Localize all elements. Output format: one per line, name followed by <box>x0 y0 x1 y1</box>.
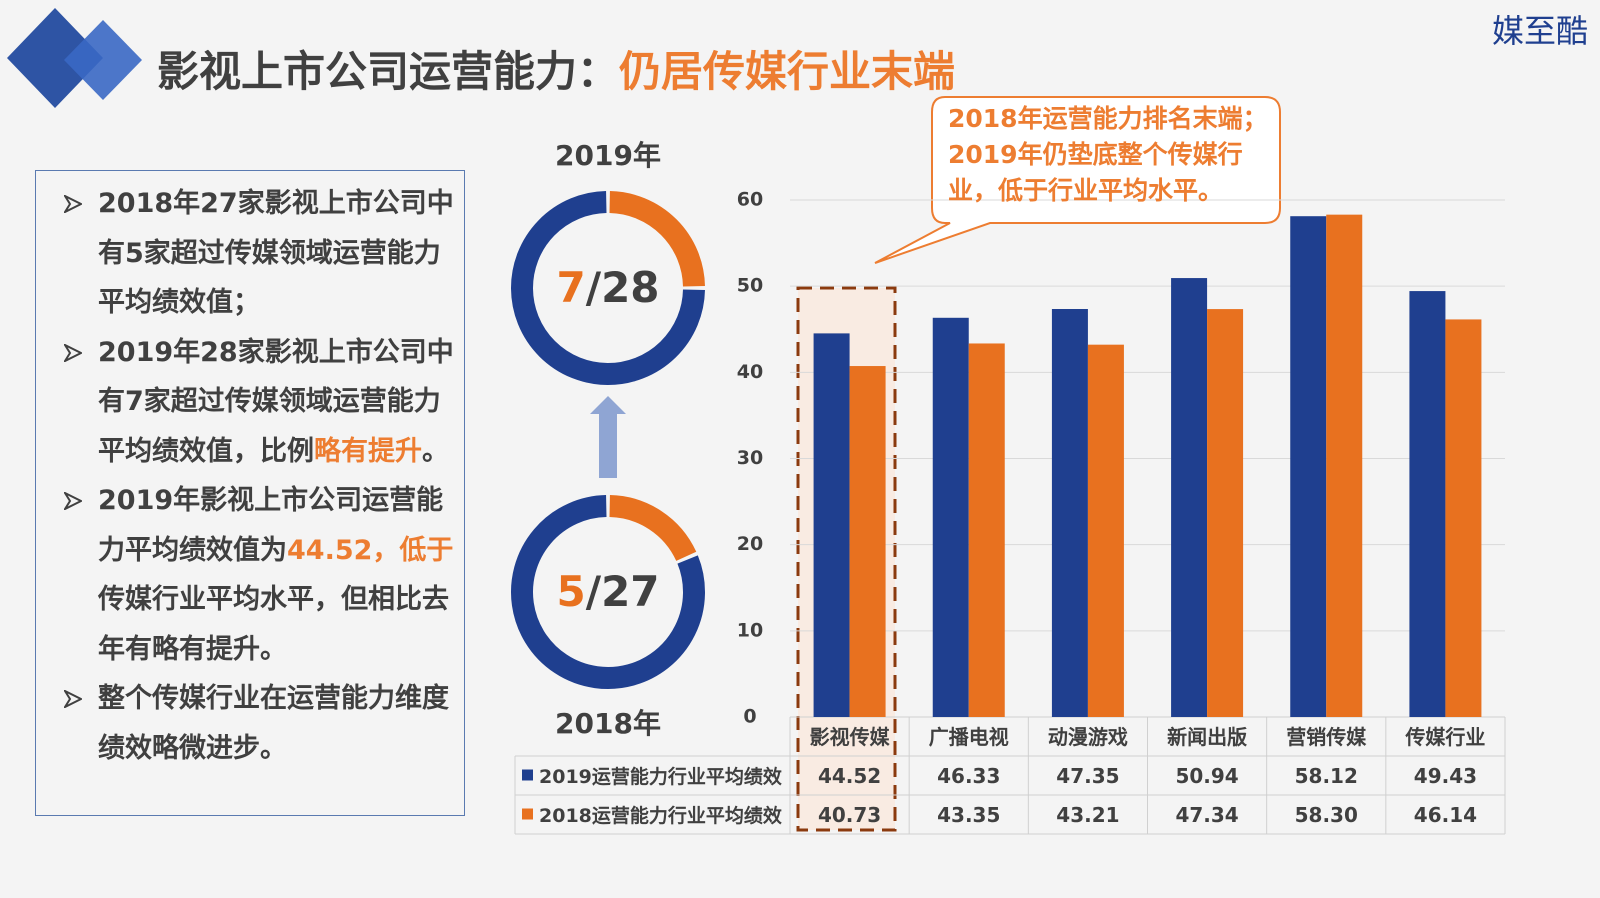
bullet: 2019年28家影视上市公司中有7家超过传媒领域运营能力平均绩效值，比例略有提升… <box>36 328 458 477</box>
bullet-text: 2018年27家影视上市公司中有5家超过传媒领域运营能力平均绩效值； <box>98 188 454 318</box>
donut-numerator: 5 <box>556 567 585 616</box>
bullet-icon <box>64 492 82 510</box>
y-tick-label: 10 <box>737 619 763 641</box>
bar <box>1290 216 1327 717</box>
logo: 媒至酷 <box>1491 12 1588 50</box>
title: 影视上市公司运营能力：仍居传媒行业末端 <box>157 38 955 99</box>
value-label: 44.52 <box>818 764 881 788</box>
donut-denominator: 27 <box>601 567 659 616</box>
bullet-text: 传媒行业平均水平，但相比去年有略有提升。 <box>98 584 449 665</box>
bar <box>1207 309 1244 717</box>
x-tick-label: 新闻出版 <box>1167 725 1247 749</box>
donut-share <box>609 191 705 287</box>
bar <box>849 366 886 717</box>
bullet-icon <box>64 690 82 708</box>
bar <box>1409 291 1446 717</box>
donut-fraction: 5/27 <box>556 567 659 616</box>
arrow-up <box>590 396 626 478</box>
bullet-icon <box>64 195 82 213</box>
value-label: 43.21 <box>1056 803 1119 827</box>
donut-rest <box>511 495 705 689</box>
value-label: 43.35 <box>937 803 1000 827</box>
bullet-text: 。 <box>422 435 449 467</box>
value-label: 47.34 <box>1175 803 1238 827</box>
value-label: 47.35 <box>1056 764 1119 788</box>
bar <box>932 317 969 717</box>
annotation: 2018年运营能力排名末端；2019年仍垫底整个传媒行业，低于行业平均水平。 <box>948 104 1268 205</box>
bar <box>1326 214 1363 718</box>
donut-numerator: 7 <box>556 263 585 312</box>
y-tick-label: 40 <box>737 361 763 383</box>
donut-separator: / <box>586 263 602 312</box>
y-tick-label: 20 <box>737 533 763 555</box>
bullet-icon <box>64 343 82 362</box>
title-text: 影视上市公司运营能力： <box>157 47 620 96</box>
bullet: 2018年27家影视上市公司中有5家超过传媒领域运营能力平均绩效值； <box>36 179 458 328</box>
x-tick-label: 动漫游戏 <box>1048 725 1128 749</box>
bullet: 2019年影视上市公司运营能力平均绩效值为44.52，低于传媒行业平均水平，但相… <box>36 476 458 674</box>
decor-diamond <box>7 8 103 108</box>
bullet: 整个传媒行业在运营能力维度绩效略微进步。 <box>36 674 458 773</box>
y-tick-label: 60 <box>737 189 763 211</box>
y-tick-label: 30 <box>737 447 763 469</box>
value-label: 40.73 <box>818 803 881 827</box>
value-label: 50.94 <box>1175 764 1238 788</box>
value-label: 58.12 <box>1295 764 1358 788</box>
value-label: 46.14 <box>1414 803 1477 827</box>
bar <box>1051 309 1088 717</box>
title-highlight: 仍居传媒行业末端 <box>619 47 956 96</box>
value-label: 49.43 <box>1414 764 1477 788</box>
donut-fraction: 7/28 <box>556 263 659 312</box>
bullet-text: 略有提升 <box>314 435 422 467</box>
bullet-box: 2018年27家影视上市公司中有5家超过传媒领域运营能力平均绩效值； 2019年2… <box>35 170 465 816</box>
bullet-text: 整个传媒行业在运营能力维度绩效略微进步。 <box>98 683 449 764</box>
bullet-text: 44.52，低于 <box>287 534 454 566</box>
x-tick-label: 营销传媒 <box>1286 725 1367 749</box>
legend-label: 2018运营能力行业平均绩效 <box>539 804 782 827</box>
x-tick-label: 影视传媒 <box>810 725 891 749</box>
bar <box>1087 344 1124 717</box>
bar <box>813 333 850 717</box>
y-tick-label: 50 <box>737 275 763 297</box>
y-tick-label: 0 <box>743 706 756 728</box>
bar <box>1171 278 1208 717</box>
donut-year: 2018年 <box>555 707 661 740</box>
donut-rest <box>511 191 705 385</box>
bar <box>968 343 1005 717</box>
legend-label: 2019运营能力行业平均绩效 <box>539 765 782 788</box>
bullet-text: 2019年28家影视上市公司中有7家超过传媒领域运营能力平均绩效值，比例 <box>98 336 454 467</box>
donut-share <box>609 495 697 562</box>
value-label: 58.30 <box>1295 803 1358 827</box>
bullet-text: 2019年影视上市公司运营能力平均绩效值为 <box>98 485 444 566</box>
value-label: 46.33 <box>937 764 1000 788</box>
donut-separator: / <box>586 567 602 616</box>
x-tick-label: 广播电视 <box>929 725 1009 749</box>
donut-denominator: 28 <box>601 263 659 312</box>
decor-diamond <box>64 20 142 100</box>
legend-swatch <box>522 769 533 781</box>
callout-bubble <box>874 96 1281 264</box>
legend-swatch <box>522 808 533 820</box>
bar <box>1445 319 1482 717</box>
donut-year: 2019年 <box>555 139 661 172</box>
x-tick-label: 传媒行业 <box>1404 725 1485 749</box>
